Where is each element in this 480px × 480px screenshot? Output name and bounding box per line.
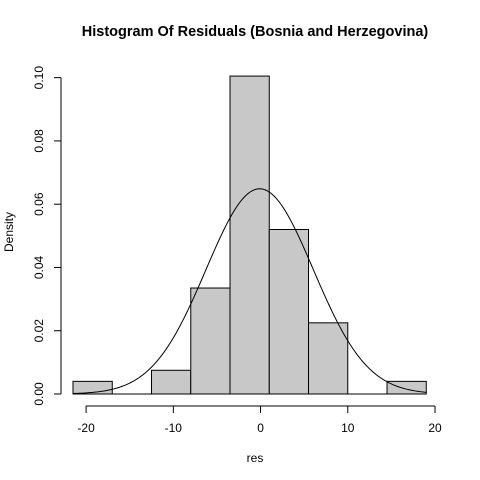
x-tick-label: -10: [165, 421, 183, 435]
y-tick-label: 0.00: [32, 382, 46, 406]
histogram-bar: [308, 322, 349, 395]
y-tick-label: 0.06: [32, 192, 46, 216]
y-tick-label: 0.02: [32, 319, 46, 343]
x-axis: -20 -10 0 10 20: [77, 405, 442, 435]
chart-title: Histogram Of Residuals (Bosnia and Herze…: [82, 24, 429, 40]
x-tick-label: -20: [77, 421, 95, 435]
histogram-bars: [72, 75, 427, 395]
histogram-bar: [190, 287, 231, 395]
x-tick-label: 0: [257, 421, 264, 435]
normal-density-curve: [72, 188, 427, 395]
x-axis-label: res: [247, 451, 264, 465]
y-axis-label: Density: [2, 212, 16, 252]
histogram-bar: [229, 75, 270, 395]
x-tick-label: 20: [428, 421, 442, 435]
y-tick-label: 0.04: [32, 255, 46, 279]
y-tick-label: 0.10: [32, 66, 46, 90]
histogram-bar: [268, 229, 310, 395]
y-axis: 0.00 0.02 0.04 0.06 0.08 0.10: [32, 66, 62, 406]
y-tick-label: 0.08: [32, 129, 46, 153]
x-tick-label: 10: [341, 421, 355, 435]
histogram-bar: [151, 369, 192, 395]
